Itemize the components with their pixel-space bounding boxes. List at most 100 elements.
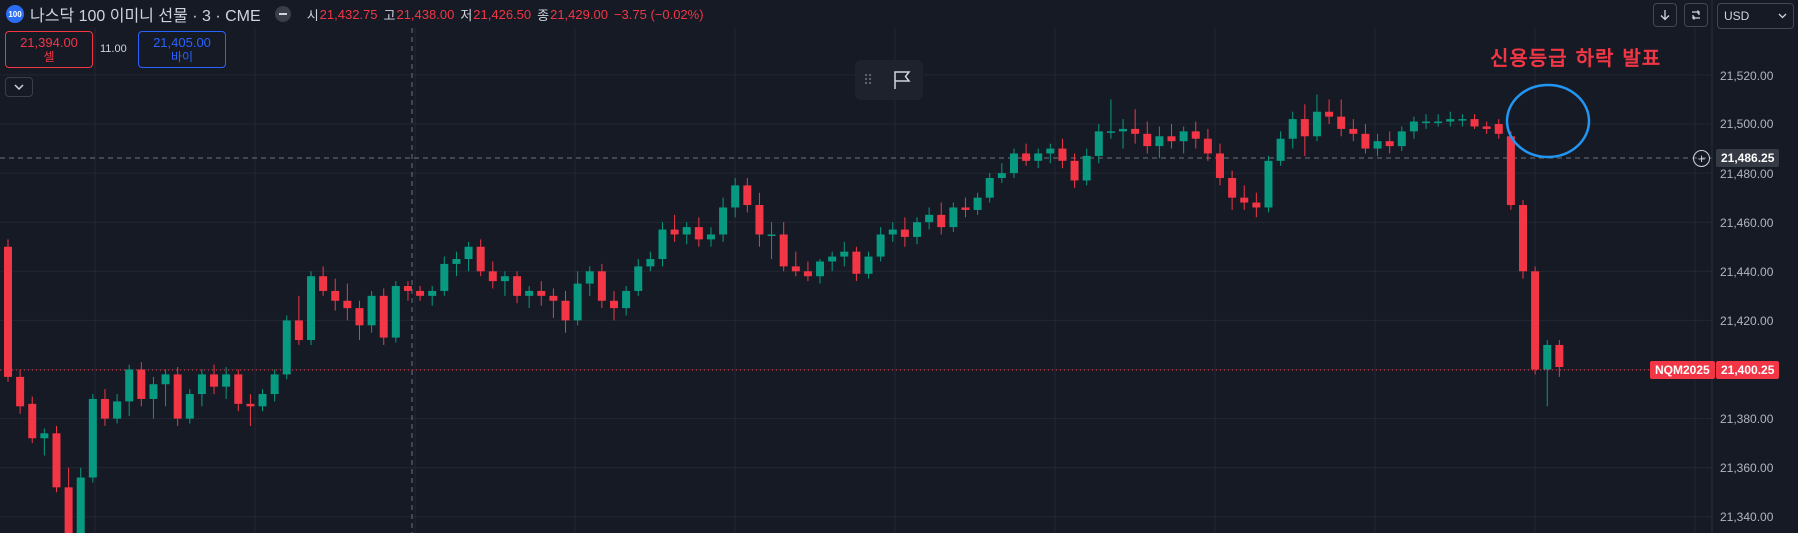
candle-body (1191, 131, 1200, 139)
candle-down (1167, 124, 1176, 149)
candle-down (1519, 200, 1527, 279)
candle-up (1397, 126, 1406, 152)
candle-body (1312, 111, 1321, 137)
candle-down (100, 389, 109, 426)
candle-body (246, 403, 255, 407)
chart-header: 100 나스닥 100 이미니 선물 · 3 · CME 시 21,432.75… (0, 0, 710, 28)
candle-down (549, 288, 558, 318)
candle-body (452, 259, 461, 264)
download-button[interactable] (1653, 3, 1677, 27)
candle-up (440, 256, 449, 296)
candle-body (40, 433, 49, 439)
candle-body (1482, 126, 1491, 129)
candle-body (1385, 141, 1394, 147)
candle-up (525, 286, 534, 309)
crosshair-price-label: 21,486.25 (1716, 149, 1780, 167)
candle-down (234, 369, 243, 412)
chevron-down-icon (14, 84, 24, 90)
candle-body (925, 214, 934, 223)
price-tick: 21,380.00 (1720, 412, 1774, 426)
price-tick: 21,480.00 (1720, 167, 1774, 181)
candle-down (1216, 143, 1224, 186)
buy-button[interactable]: 21,405.00 바이 (138, 31, 226, 68)
annotation-text[interactable]: 신용등급 하락 발표 (1490, 46, 1662, 70)
candle-up (719, 197, 728, 242)
collapse-button[interactable] (5, 77, 33, 97)
candle-body (161, 374, 170, 385)
candle-body (464, 246, 473, 260)
candle-body (367, 295, 376, 326)
candle-down (1058, 138, 1067, 169)
drag-handle-icon[interactable]: ⠿ (863, 71, 874, 88)
symbol-price-tag: NQM2025 (1650, 361, 1715, 379)
candle-down (513, 271, 522, 304)
symbol-logo[interactable]: 100 (6, 5, 24, 23)
candle-up (731, 178, 740, 218)
candle-down (1470, 114, 1479, 129)
candle-up (658, 222, 667, 267)
candle-body (185, 394, 194, 419)
candle-up (1009, 148, 1018, 179)
candle-up (125, 364, 134, 417)
candle-body (816, 261, 825, 277)
symbol-title[interactable]: 나스닥 100 이미니 선물 · 3 · CME (30, 8, 261, 25)
candle-down (1482, 121, 1491, 134)
hide-indicator-button[interactable] (274, 6, 291, 22)
price-tick: 21,360.00 (1720, 461, 1774, 475)
candle-body (828, 256, 837, 262)
candle-body (755, 205, 764, 235)
candle-body (319, 276, 328, 291)
candle-body (658, 229, 667, 260)
sell-button[interactable]: 21,394.00 셀 (5, 31, 93, 68)
candle-down (852, 246, 861, 282)
candle-up (500, 271, 509, 296)
candle-body (331, 290, 340, 301)
candle-body (1252, 202, 1261, 208)
candle-down (961, 197, 970, 218)
candle-body (1228, 178, 1237, 198)
candle-body (852, 251, 861, 274)
high-value: 21,438.00 (396, 6, 455, 22)
candle-body (234, 374, 243, 404)
buy-label: 바이 (170, 50, 194, 64)
candle-up (682, 222, 691, 245)
candle-body (767, 234, 776, 236)
candle-up (864, 251, 873, 279)
candle-body (282, 320, 291, 375)
close-value: 21,429.00 (550, 6, 608, 22)
candle-down (1337, 99, 1346, 137)
candle-body (1106, 131, 1115, 133)
candle-body (682, 227, 691, 235)
candle-body (1349, 128, 1358, 134)
price-tick: 21,340.00 (1720, 510, 1774, 524)
candle-body (561, 300, 570, 321)
high-label: 고 (383, 7, 396, 23)
candle-body (1058, 148, 1067, 161)
open-label: 시 (306, 7, 319, 23)
candle-down (488, 261, 497, 289)
candle-down (1070, 153, 1079, 188)
candle-down (670, 214, 679, 242)
candle-body (149, 384, 158, 399)
currency-select[interactable]: USD (1717, 3, 1794, 29)
candle-up (585, 266, 594, 296)
candle-body (1337, 116, 1346, 129)
candle-down (379, 288, 388, 345)
candle-body (1009, 153, 1018, 174)
candle-body (1434, 121, 1443, 124)
candle-up (622, 286, 631, 316)
replay-button[interactable] (1684, 3, 1708, 27)
candle-body (1361, 133, 1370, 149)
candle-body (1300, 119, 1309, 137)
candle-up (767, 222, 776, 260)
close-label: 종 (537, 7, 550, 23)
candle-body (343, 300, 352, 309)
flag-icon[interactable] (891, 69, 913, 91)
candle-down (1252, 192, 1261, 218)
candle-up (1446, 111, 1455, 127)
candle-body (525, 290, 534, 296)
add-alert-icon[interactable]: + (1693, 150, 1710, 167)
candle-down (294, 295, 303, 345)
candle-body (1373, 141, 1382, 149)
